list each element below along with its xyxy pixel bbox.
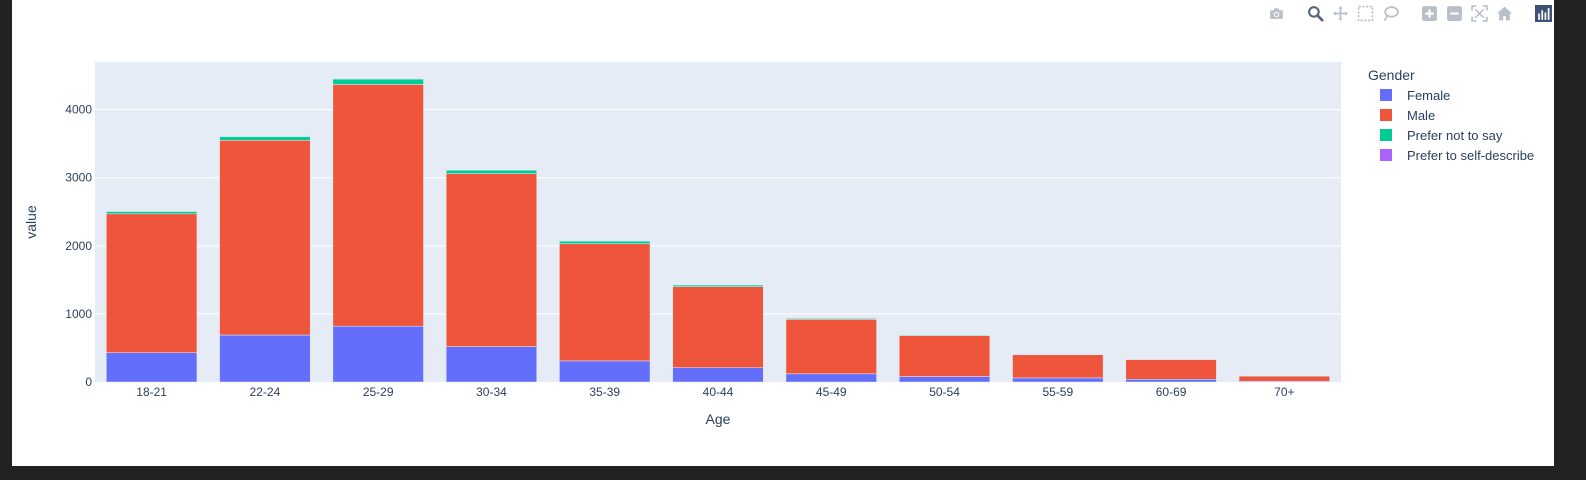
legend-title: Gender [1368, 67, 1415, 83]
x-tick-label: 50-54 [929, 385, 960, 399]
x-tick-label: 40-44 [703, 385, 734, 399]
legend: Gender Female Male Prefer not to say Prefer… [1368, 67, 1534, 163]
bar-segment[interactable] [898, 335, 991, 377]
bar-segment[interactable] [785, 373, 877, 383]
x-tick-label: 60-69 [1156, 385, 1187, 399]
bar-segment[interactable] [1012, 354, 1104, 379]
legend-swatch[interactable] [1380, 109, 1392, 121]
x-tick-label: 35-39 [589, 385, 620, 399]
bar-segment[interactable] [672, 286, 764, 368]
lasso-icon[interactable] [1380, 3, 1401, 23]
bar-segment[interactable] [1125, 359, 1217, 380]
x-tick-label: 55-59 [1042, 385, 1073, 399]
legend-swatch[interactable] [1380, 149, 1392, 161]
bar-segment[interactable] [785, 319, 877, 375]
bar-segment[interactable] [332, 78, 424, 80]
legend-swatch[interactable] [1380, 89, 1392, 101]
legend-item-label[interactable]: Prefer to self-describe [1407, 148, 1534, 163]
bar-segment[interactable] [219, 334, 311, 383]
x-axis-label: Age [706, 411, 731, 427]
pan-icon[interactable] [1330, 3, 1351, 23]
bar-segment[interactable] [332, 325, 424, 383]
camera-icon[interactable] [1266, 3, 1287, 23]
y-axis-label: value [23, 205, 39, 239]
x-tick-label: 25-29 [363, 385, 394, 399]
bar-segment[interactable] [672, 284, 764, 287]
legend-item-label[interactable]: Female [1407, 88, 1450, 103]
bar-segment[interactable] [559, 240, 651, 245]
bar-segment[interactable] [1238, 375, 1330, 382]
bar-segment[interactable] [219, 136, 311, 141]
x-tick-label: 30-34 [476, 385, 507, 399]
box-select-icon[interactable] [1355, 3, 1376, 23]
y-tick-label: 3000 [65, 171, 92, 185]
bar-segment[interactable] [1012, 377, 1104, 383]
bar-chart: 0 1000 2000 3000 4000 18-21 22-24 25-29 30-34 35… [23, 62, 1534, 427]
bar-segment[interactable] [106, 352, 198, 383]
y-tick-label: 0 [85, 375, 92, 389]
plotly-logo-icon[interactable] [1533, 3, 1554, 23]
bar-segment[interactable] [672, 367, 764, 383]
x-tick-label: 18-21 [136, 385, 167, 399]
y-tick-label: 1000 [65, 307, 92, 321]
y-axis-ticks: 0 1000 2000 3000 4000 [65, 103, 92, 389]
legend-item-label[interactable]: Prefer not to say [1407, 128, 1503, 143]
chart-frame: 0 1000 2000 3000 4000 18-21 22-24 25-29 30-34 35… [12, 0, 1554, 466]
bar-segment[interactable] [559, 243, 651, 362]
x-axis-ticks: 18-21 22-24 25-29 30-34 35-39 40-44 45-49 50-54… [136, 385, 1294, 399]
autoscale-icon[interactable] [1469, 3, 1490, 23]
bar-segment[interactable] [445, 173, 538, 347]
bar-segment[interactable] [898, 376, 991, 383]
zoom-out-icon[interactable] [1444, 3, 1465, 23]
reset-axes-icon[interactable] [1494, 3, 1515, 23]
bar-segment[interactable] [332, 78, 424, 85]
legend-swatch[interactable] [1380, 129, 1392, 141]
zoom-icon[interactable] [1305, 3, 1326, 23]
x-tick-label: 22-24 [250, 385, 281, 399]
x-tick-label: 70+ [1274, 385, 1294, 399]
x-tick-label: 45-49 [816, 385, 847, 399]
y-tick-label: 4000 [65, 103, 92, 117]
bar-segment[interactable] [106, 213, 198, 353]
bar-segment[interactable] [559, 360, 651, 383]
bars [106, 78, 1330, 383]
bar-segment[interactable] [219, 140, 311, 336]
zoom-in-icon[interactable] [1419, 3, 1440, 23]
bar-segment[interactable] [445, 346, 538, 383]
legend-item-label[interactable]: Male [1407, 108, 1435, 123]
y-tick-label: 2000 [65, 239, 92, 253]
bar-segment[interactable] [332, 84, 424, 327]
bar-segment[interactable] [1125, 379, 1217, 383]
bar-segment[interactable] [445, 170, 538, 174]
modebar [1266, 3, 1554, 23]
bar-segment[interactable] [106, 211, 198, 215]
